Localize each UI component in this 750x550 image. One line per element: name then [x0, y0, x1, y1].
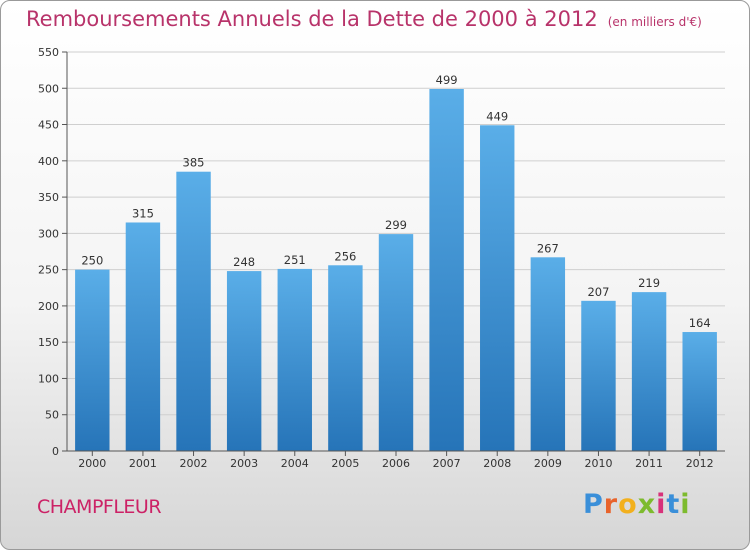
proxiti-logo: Proxiti [583, 489, 691, 520]
bar-2009 [530, 257, 566, 451]
x-tick-label: 2011 [635, 457, 663, 470]
bar-2010 [581, 300, 616, 451]
x-tick-label: 2000 [78, 457, 106, 470]
y-tick-label: 450 [38, 119, 59, 132]
x-tick-label: 2001 [129, 457, 157, 470]
bar-value-label: 256 [334, 249, 356, 263]
x-tick-label: 2010 [584, 457, 612, 470]
bar-2007 [429, 88, 464, 452]
bar-value-label: 207 [587, 285, 609, 299]
bar-2012 [682, 332, 717, 451]
x-tick-label: 2007 [433, 457, 461, 470]
x-tick-label: 2004 [281, 457, 309, 470]
bar-value-label: 385 [183, 156, 205, 170]
bar-2001 [125, 222, 161, 451]
y-tick-label: 150 [38, 336, 59, 349]
x-tick-label: 2006 [382, 457, 410, 470]
y-tick-label: 0 [52, 445, 59, 458]
bar-value-label: 248 [233, 255, 255, 269]
y-axis: 0 50 100 150 200 250 300 350 400 450 500 550 [38, 46, 68, 458]
logo-letter: r [603, 489, 619, 520]
bar-2008 [480, 125, 515, 452]
x-tick-label: 2003 [230, 457, 258, 470]
bar-value-label: 299 [385, 218, 407, 232]
bar-value-label: 219 [638, 276, 660, 290]
bar-2003 [226, 271, 262, 451]
y-tick-label: 200 [38, 300, 59, 313]
bar-2011 [631, 292, 667, 451]
x-axis: 2000 2001 2002 2003 2004 2005 2006 2007 2008 2009… [67, 450, 725, 470]
bar-2005 [328, 265, 363, 451]
x-tick-label: 2009 [534, 457, 562, 470]
bar-value-label: 251 [284, 253, 306, 267]
commune-name: CHAMPFLEUR [37, 496, 162, 518]
logo-letter: o [618, 489, 638, 520]
bar-value-label: 499 [436, 73, 458, 87]
logo-letter: t [666, 489, 681, 520]
y-tick-label: 550 [38, 46, 59, 59]
y-tick-label: 100 [38, 372, 59, 385]
logo-letter: i [656, 489, 667, 520]
chart-title: Remboursements Annuels de la Dette de 20… [26, 7, 702, 31]
bar-2000 [75, 269, 110, 451]
x-tick-label: 2012 [686, 457, 714, 470]
bar-2004 [277, 268, 312, 451]
chart-subtitle: (en milliers d'€) [607, 15, 702, 29]
y-tick-label: 500 [38, 82, 59, 95]
bar-value-label: 449 [486, 109, 508, 123]
chart-title-text: Remboursements Annuels de la Dette de 20… [26, 7, 598, 31]
bars: 250 315 385 248 251 256 299 499 449 267 207 219 164 [75, 73, 717, 452]
x-tick-label: 2008 [483, 457, 511, 470]
bar-2002 [176, 171, 211, 451]
y-tick-label: 300 [38, 227, 59, 240]
logo-letter: P [583, 489, 604, 520]
x-tick-label: 2002 [180, 457, 208, 470]
y-tick-label: 350 [38, 191, 59, 204]
bar-value-label: 250 [81, 254, 103, 268]
bar-2006 [378, 234, 414, 451]
x-tick-label: 2005 [331, 457, 359, 470]
y-tick-label: 50 [45, 409, 59, 422]
bar-value-label: 267 [537, 241, 559, 255]
logo-letter: i [680, 489, 691, 520]
bar-value-label: 315 [132, 206, 154, 220]
y-tick-label: 400 [38, 155, 59, 168]
y-tick-label: 250 [38, 264, 59, 277]
bar-value-label: 164 [689, 316, 711, 330]
logo-letter: x [637, 489, 657, 520]
